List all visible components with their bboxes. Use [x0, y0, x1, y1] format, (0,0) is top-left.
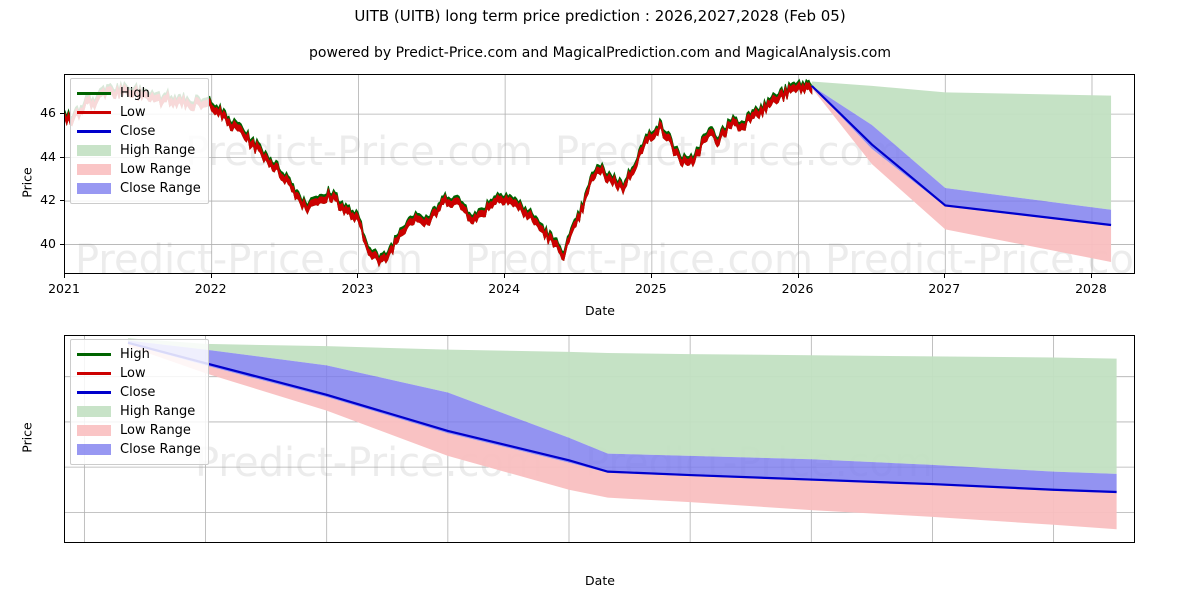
- legend-label: High Range: [120, 404, 196, 419]
- y-tick-mark: [60, 156, 64, 158]
- legend-line-swatch-low: [77, 372, 111, 375]
- legend-patch-swatch-high-range: [77, 406, 111, 417]
- x-tick-mark: [650, 274, 652, 278]
- top-chart-legend: High Low Close High Range Low Range Close Ran…: [70, 78, 209, 204]
- legend-label: Close Range: [120, 181, 201, 196]
- legend-patch-swatch-low-range: [77, 164, 111, 175]
- y-tick-label: 42: [40, 192, 56, 208]
- watermark-text: Predict-Price.com: [185, 129, 533, 175]
- y-tick-label: 46: [40, 105, 56, 121]
- y-tick-mark: [60, 113, 64, 115]
- x-tick-label: 2026: [781, 281, 814, 296]
- x-tick-label: 2024: [488, 281, 521, 296]
- legend-patch-swatch-low-range: [77, 425, 111, 436]
- x-tick-label: 2028: [1075, 281, 1107, 296]
- legend-patch-swatch-high-range: [77, 145, 111, 156]
- close-range-band: [811, 85, 1112, 227]
- top-chart-x-axis-label: Date: [585, 303, 615, 318]
- top-chart-legend-item-low[interactable]: Low: [77, 103, 201, 122]
- bottom-chart-panel: Price Date Predict-Price.comPredict-Pric…: [0, 320, 1200, 600]
- y-tick-mark: [60, 200, 64, 202]
- x-tick-mark: [1090, 274, 1092, 278]
- y-tick-label: 44: [40, 148, 56, 164]
- top-chart-legend-item-close-range[interactable]: Close Range: [77, 179, 201, 198]
- legend-label: Close: [120, 385, 156, 400]
- watermark-text: Predict-Price.com: [465, 237, 813, 274]
- top-chart-plot-area: Predict-Price.com Predict-Price.com Predic…: [64, 74, 1135, 274]
- history-low-band: [65, 81, 813, 268]
- top-chart-legend-item-high-range[interactable]: High Range: [77, 141, 201, 160]
- high-range-band: [811, 81, 1112, 210]
- top-chart-svg: Predict-Price.com Predict-Price.com Predic…: [65, 75, 1134, 274]
- top-chart-legend-item-high[interactable]: High: [77, 84, 201, 103]
- close-forecast-line: [810, 85, 1112, 227]
- bottom-chart-legend-item-low[interactable]: Low: [77, 364, 201, 383]
- bottom-chart-legend-item-close[interactable]: Close: [77, 383, 201, 402]
- y-tick-mark: [60, 243, 64, 245]
- bottom-chart-legend-item-low-range[interactable]: Low Range: [77, 421, 201, 440]
- x-tick-mark: [504, 274, 506, 278]
- legend-label: High: [120, 347, 150, 362]
- legend-patch-swatch-close-range: [77, 183, 111, 194]
- bottom-chart-legend-item-close-range[interactable]: Close Range: [77, 440, 201, 459]
- legend-patch-swatch-close-range: [77, 444, 111, 455]
- legend-label: Close: [120, 124, 156, 139]
- legend-line-swatch-high: [77, 92, 111, 95]
- legend-label: Low Range: [120, 162, 191, 177]
- legend-line-swatch-low: [77, 111, 111, 114]
- x-tick-mark: [944, 274, 946, 278]
- page-subtitle: powered by Predict-Price.com and Magical…: [309, 45, 891, 61]
- x-tick-label: 2025: [634, 281, 667, 296]
- x-tick-label: 2022: [194, 281, 227, 296]
- top-chart-panel: Price Date Predict-Price.com Predict-Pric…: [20, 74, 1135, 318]
- x-tick-mark: [210, 274, 212, 278]
- bottom-chart-legend-item-high-range[interactable]: High Range: [77, 402, 201, 421]
- low-range-band: [811, 85, 1112, 262]
- close-forecast-line: [127, 341, 1117, 494]
- top-chart-legend-item-close[interactable]: Close: [77, 122, 201, 141]
- x-tick-label: 2021: [48, 281, 80, 296]
- page-title: UITB (UITB) long term price prediction :…: [354, 7, 846, 25]
- x-tick-mark: [797, 274, 799, 278]
- low-range-band: [128, 343, 1117, 530]
- bottom-chart-y-axis-label: Price: [19, 422, 35, 453]
- bottom-chart-legend: High Low Close High Range Low Range Close Ran…: [70, 339, 209, 465]
- legend-label: Low: [120, 105, 146, 120]
- legend-line-swatch-close: [77, 391, 111, 394]
- watermark-text: Predict-Price.com: [555, 129, 903, 175]
- high-range-band: [128, 338, 1117, 474]
- bottom-chart-x-axis-label: Date: [585, 573, 615, 588]
- legend-label: Low: [120, 366, 146, 381]
- legend-label: High: [120, 86, 150, 101]
- legend-line-swatch-close: [77, 130, 111, 133]
- legend-line-swatch-high: [77, 353, 111, 356]
- x-tick-label: 2027: [928, 281, 961, 296]
- legend-label: Close Range: [120, 442, 201, 457]
- x-tick-label: 2023: [341, 281, 374, 296]
- y-tick-label: 40: [40, 235, 56, 251]
- close-range-band: [128, 340, 1117, 494]
- legend-label: Low Range: [120, 423, 191, 438]
- top-chart-legend-item-low-range[interactable]: Low Range: [77, 160, 201, 179]
- bottom-chart-legend-item-high[interactable]: High: [77, 345, 201, 364]
- x-tick-mark: [357, 274, 359, 278]
- legend-label: High Range: [120, 143, 196, 158]
- x-tick-mark: [64, 274, 65, 278]
